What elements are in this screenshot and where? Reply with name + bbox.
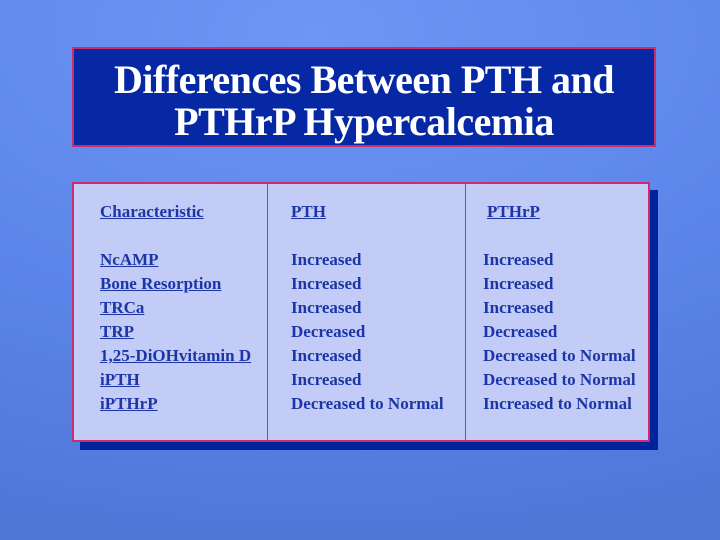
pth-value-ipth: Increased <box>291 370 362 389</box>
row-label-ncamp: NcAMP <box>100 250 159 269</box>
row-label-vitamin-d: 1,25-DiOHvitamin D <box>100 346 252 365</box>
pth-value-bone-resorption: Increased <box>291 274 362 293</box>
pthrp-value-bone-resorption: Increased <box>483 274 554 293</box>
row-label-bone-resorption: Bone Resorption <box>100 274 222 293</box>
slide-title-line-1: Differences Between PTH and <box>113 57 615 102</box>
column-characteristic: Characteristic NcAMP Bone Resorption TRC… <box>74 184 267 440</box>
pthrp-value-ncamp: Increased <box>483 250 554 269</box>
pthrp-value-trp: Decreased <box>483 322 558 341</box>
row-label-trp: TRP <box>100 322 134 341</box>
row-label-ipthrp: iPTHrP <box>100 394 158 413</box>
column-pthrp: PTHrP Increased Increased Increased Decr… <box>465 184 648 440</box>
pthrp-value-vitamin-d: Decreased to Normal <box>483 346 636 365</box>
column-header-pthrp: PTHrP <box>487 202 540 221</box>
pthrp-value-ipthrp: Increased to Normal <box>483 394 632 413</box>
pth-value-trp: Decreased <box>291 322 366 341</box>
pth-value-vitamin-d: Increased <box>291 346 362 365</box>
row-label-ipth: iPTH <box>100 370 140 389</box>
column-header-pth: PTH <box>291 202 326 221</box>
slide-title-line-2: PTHrP Hypercalcemia <box>174 99 554 144</box>
comparison-table: Characteristic NcAMP Bone Resorption TRC… <box>72 182 650 442</box>
column-header-characteristic: Characteristic <box>100 202 204 221</box>
pth-value-ipthrp: Decreased to Normal <box>291 394 444 413</box>
pth-value-trca: Increased <box>291 298 362 317</box>
pthrp-value-ipth: Decreased to Normal <box>483 370 636 389</box>
pth-value-ncamp: Increased <box>291 250 362 269</box>
pthrp-value-trca: Increased <box>483 298 554 317</box>
column-pth: PTH Increased Increased Increased Decrea… <box>267 184 465 440</box>
row-label-trca: TRCa <box>100 298 145 317</box>
slide-title-box: Differences Between PTH and PTHrP Hyperc… <box>72 47 656 147</box>
